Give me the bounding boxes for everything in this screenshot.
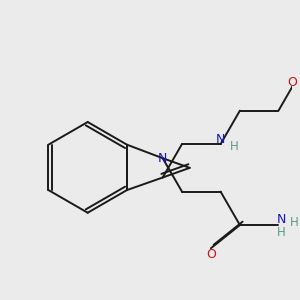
- Text: H: H: [277, 226, 286, 239]
- Text: O: O: [206, 248, 216, 260]
- Text: H: H: [230, 140, 239, 154]
- Text: O: O: [287, 76, 297, 89]
- Text: H: H: [290, 216, 298, 229]
- Text: N: N: [216, 133, 225, 146]
- Text: N: N: [277, 213, 286, 226]
- Text: N: N: [158, 152, 167, 165]
